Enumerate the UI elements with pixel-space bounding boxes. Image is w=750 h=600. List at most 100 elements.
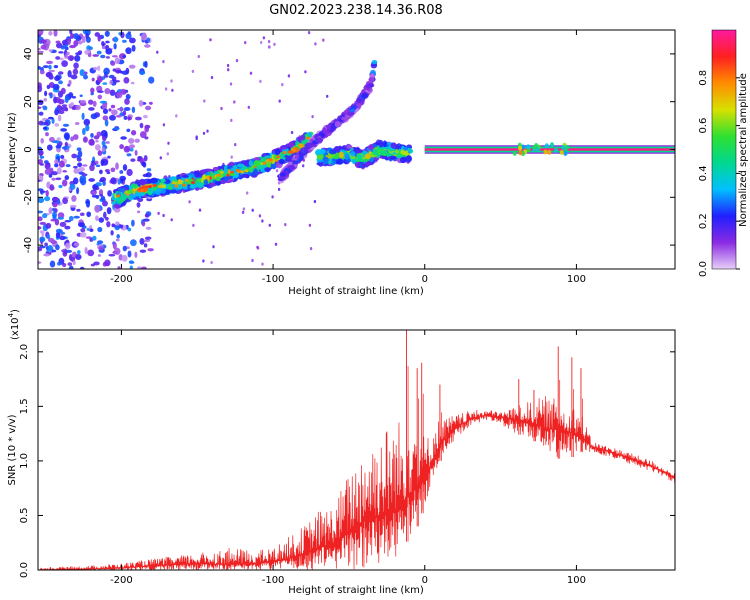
feature-blob xyxy=(138,179,147,186)
noise-blob xyxy=(79,231,87,238)
noise-blob xyxy=(55,56,61,60)
x-tick-label: 100 xyxy=(567,575,586,586)
noise-blob xyxy=(65,164,71,168)
feature-peak xyxy=(144,185,149,189)
noise-blob xyxy=(111,55,118,58)
noise-blob xyxy=(79,69,85,77)
noise-blob xyxy=(260,40,263,45)
noise-blob xyxy=(112,241,117,250)
noise-blob xyxy=(274,242,278,246)
y-tick-label: 1.5 xyxy=(19,398,30,414)
colorbar-tick-label: 0.6 xyxy=(698,118,709,134)
feature-blob xyxy=(118,187,126,193)
snr-series xyxy=(38,330,675,570)
noise-blob xyxy=(51,171,58,176)
x-tick-label: -100 xyxy=(262,274,285,285)
noise-blob xyxy=(48,69,56,73)
noise-blob xyxy=(38,179,41,182)
noise-blob xyxy=(127,250,132,258)
noise-blob xyxy=(244,41,247,45)
noise-blob xyxy=(104,30,110,37)
feature-blob xyxy=(339,151,344,159)
noise-blob xyxy=(313,199,317,204)
noise-blob xyxy=(110,104,116,109)
noise-blob xyxy=(167,141,170,145)
noise-blob xyxy=(129,265,133,269)
noise-blob xyxy=(142,173,149,178)
noise-blob xyxy=(162,213,165,218)
noise-blob xyxy=(43,121,49,126)
noise-blob xyxy=(60,128,68,132)
noise-blob xyxy=(39,163,45,166)
noise-blob xyxy=(119,144,124,150)
feature-peak xyxy=(282,151,287,154)
y-tick-label: 20 xyxy=(23,95,34,108)
noise-blob xyxy=(147,248,154,252)
noise-blob xyxy=(256,245,259,249)
noise-blob xyxy=(44,242,48,247)
noise-blob xyxy=(131,129,137,136)
noise-blob xyxy=(261,219,264,223)
feature-blob xyxy=(372,149,380,156)
noise-blob xyxy=(95,194,100,199)
noise-blob xyxy=(38,99,44,106)
feature-blob xyxy=(169,190,177,194)
noise-blob xyxy=(125,32,132,40)
feature-blob xyxy=(346,145,353,149)
noise-blob xyxy=(48,64,52,70)
noise-blob xyxy=(227,68,230,72)
feature-peak xyxy=(219,171,224,174)
noise-blob xyxy=(88,107,95,111)
noise-blob xyxy=(45,190,49,197)
feature-blob xyxy=(328,149,337,155)
noise-blob xyxy=(62,170,68,173)
y-tick-label: 0 xyxy=(23,146,34,152)
noise-blob xyxy=(73,134,79,140)
noise-blob xyxy=(139,71,146,75)
noise-blob xyxy=(101,140,106,146)
noise-blob xyxy=(166,152,169,156)
noise-blob xyxy=(105,141,110,144)
noise-blob xyxy=(93,66,98,71)
noise-blob xyxy=(80,228,86,233)
noise-blob xyxy=(68,215,74,222)
noise-blob xyxy=(92,54,100,57)
noise-blob xyxy=(57,114,62,122)
flat-line-blob xyxy=(512,150,517,156)
noise-blob xyxy=(49,93,53,99)
noise-blob xyxy=(86,211,92,218)
noise-blob xyxy=(123,107,131,111)
y-tick-label: 0.5 xyxy=(19,508,30,524)
noise-blob xyxy=(127,227,132,232)
noise-blob xyxy=(134,251,138,258)
noise-blob xyxy=(123,77,130,84)
noise-blob xyxy=(56,137,61,141)
feature-blob xyxy=(115,197,122,202)
noise-blob xyxy=(56,167,62,175)
noise-blob xyxy=(326,94,329,98)
noise-blob xyxy=(59,235,66,241)
noise-blob xyxy=(51,117,55,124)
noise-blob xyxy=(79,266,85,269)
noise-blob xyxy=(70,74,78,80)
noise-blob xyxy=(73,215,80,219)
noise-blob xyxy=(148,101,153,105)
feature-blob xyxy=(356,98,362,103)
x-tick-label: 0 xyxy=(422,575,428,586)
noise-blob xyxy=(69,44,76,49)
noise-blob xyxy=(98,217,105,223)
feature-blob xyxy=(128,194,137,199)
feature-blob xyxy=(189,185,196,189)
noise-blob xyxy=(78,222,85,228)
noise-blob xyxy=(38,47,41,51)
feature-blob xyxy=(147,190,152,195)
noise-blob xyxy=(277,187,281,191)
noise-blob xyxy=(102,108,109,114)
noise-blob xyxy=(79,99,87,104)
noise-blob xyxy=(134,116,142,121)
colorbar-gradient xyxy=(711,29,737,270)
feature-peak xyxy=(116,194,121,198)
figure-title: GN02.2023.238.14.36.R08 xyxy=(269,3,443,18)
noise-blob xyxy=(123,145,131,153)
